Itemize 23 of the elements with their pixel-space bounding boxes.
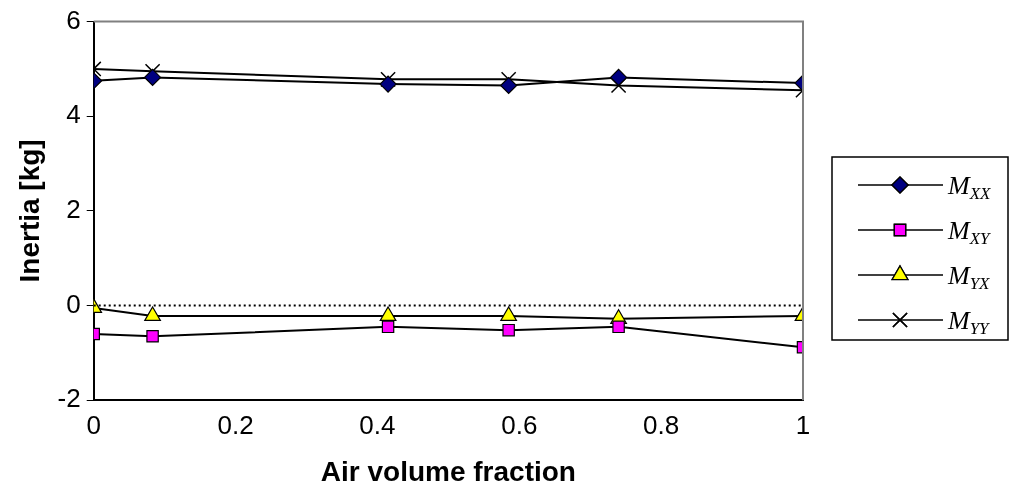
y-tick-label: 0 bbox=[66, 288, 81, 319]
point bbox=[379, 75, 397, 93]
point bbox=[380, 71, 396, 88]
y-tick-label: 4 bbox=[66, 99, 81, 130]
y-tick-label: -2 bbox=[57, 383, 81, 414]
x-tick-label: 0 bbox=[86, 409, 101, 440]
x-tick-label: 1 bbox=[795, 409, 811, 440]
point bbox=[610, 77, 627, 94]
y-tick-label: 6 bbox=[66, 4, 81, 35]
point bbox=[612, 320, 625, 334]
point bbox=[381, 320, 395, 334]
point bbox=[500, 306, 518, 322]
point bbox=[500, 76, 518, 95]
x-tick-label: 0.4 bbox=[359, 409, 396, 440]
y-axis-title: Inertia [kg] bbox=[13, 139, 45, 283]
y-tick-label: 2 bbox=[66, 194, 81, 225]
x-tick-label: 0.6 bbox=[501, 409, 538, 440]
x-tick-label: 0.2 bbox=[217, 409, 254, 440]
point bbox=[379, 306, 397, 322]
point bbox=[502, 323, 515, 337]
point bbox=[609, 68, 628, 87]
x-axis-title: Air volume fraction bbox=[320, 455, 576, 487]
x-tick-label: 0.8 bbox=[643, 409, 680, 440]
